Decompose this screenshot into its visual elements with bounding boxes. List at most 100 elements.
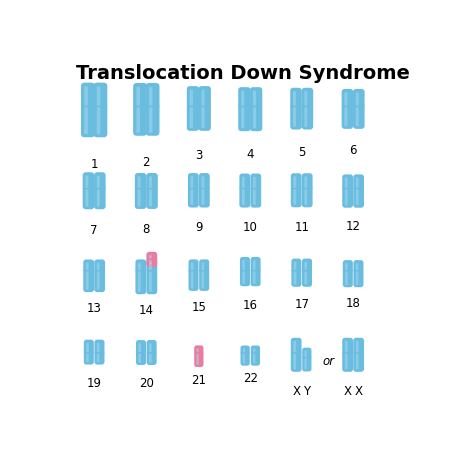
FancyBboxPatch shape (97, 343, 100, 352)
Text: 10: 10 (243, 221, 258, 234)
FancyBboxPatch shape (253, 348, 255, 352)
FancyBboxPatch shape (238, 87, 251, 109)
FancyBboxPatch shape (240, 257, 250, 273)
FancyBboxPatch shape (301, 104, 313, 129)
FancyBboxPatch shape (356, 178, 358, 188)
FancyBboxPatch shape (353, 186, 364, 208)
FancyBboxPatch shape (199, 268, 209, 291)
FancyBboxPatch shape (353, 104, 365, 129)
FancyBboxPatch shape (138, 343, 141, 352)
FancyBboxPatch shape (135, 186, 146, 209)
FancyBboxPatch shape (191, 272, 193, 289)
FancyBboxPatch shape (86, 354, 89, 362)
FancyBboxPatch shape (243, 348, 245, 352)
FancyBboxPatch shape (97, 263, 100, 270)
FancyBboxPatch shape (137, 107, 140, 133)
FancyBboxPatch shape (191, 190, 193, 205)
FancyBboxPatch shape (356, 341, 358, 352)
Text: 3: 3 (195, 149, 202, 162)
FancyBboxPatch shape (199, 259, 209, 273)
FancyBboxPatch shape (293, 91, 296, 106)
FancyBboxPatch shape (240, 346, 250, 355)
FancyBboxPatch shape (241, 91, 244, 106)
FancyBboxPatch shape (188, 186, 199, 208)
FancyBboxPatch shape (345, 272, 348, 285)
FancyBboxPatch shape (302, 173, 313, 191)
Text: or: or (322, 355, 334, 367)
FancyBboxPatch shape (93, 82, 107, 109)
FancyBboxPatch shape (345, 354, 347, 369)
FancyBboxPatch shape (356, 263, 358, 270)
FancyBboxPatch shape (290, 104, 302, 129)
FancyBboxPatch shape (343, 260, 353, 273)
FancyBboxPatch shape (190, 90, 193, 106)
FancyBboxPatch shape (83, 268, 94, 292)
Text: 18: 18 (346, 297, 361, 310)
FancyBboxPatch shape (353, 174, 364, 191)
Text: Y: Y (303, 385, 310, 398)
FancyBboxPatch shape (345, 107, 347, 126)
FancyBboxPatch shape (304, 351, 307, 357)
FancyBboxPatch shape (194, 346, 203, 355)
FancyBboxPatch shape (302, 259, 312, 273)
FancyBboxPatch shape (137, 190, 140, 206)
FancyBboxPatch shape (149, 190, 152, 206)
FancyBboxPatch shape (149, 87, 153, 106)
FancyBboxPatch shape (292, 259, 301, 273)
FancyBboxPatch shape (302, 347, 311, 359)
FancyBboxPatch shape (304, 190, 307, 205)
FancyBboxPatch shape (137, 87, 140, 106)
FancyBboxPatch shape (293, 354, 296, 369)
Text: 16: 16 (243, 299, 258, 312)
FancyBboxPatch shape (253, 272, 255, 284)
FancyBboxPatch shape (342, 350, 353, 372)
FancyBboxPatch shape (343, 268, 353, 287)
FancyBboxPatch shape (191, 176, 193, 188)
FancyBboxPatch shape (94, 268, 105, 292)
FancyBboxPatch shape (187, 104, 199, 131)
FancyBboxPatch shape (138, 354, 141, 363)
FancyBboxPatch shape (149, 255, 152, 258)
Text: 4: 4 (246, 148, 254, 161)
FancyBboxPatch shape (136, 259, 146, 273)
FancyBboxPatch shape (290, 88, 302, 109)
FancyBboxPatch shape (187, 86, 199, 109)
Text: 19: 19 (87, 377, 101, 390)
FancyBboxPatch shape (86, 272, 89, 290)
FancyBboxPatch shape (85, 176, 88, 188)
FancyBboxPatch shape (149, 260, 152, 264)
FancyBboxPatch shape (201, 272, 204, 289)
FancyBboxPatch shape (97, 190, 100, 207)
FancyBboxPatch shape (293, 176, 296, 188)
Text: 9: 9 (195, 221, 202, 235)
FancyBboxPatch shape (93, 103, 107, 137)
FancyBboxPatch shape (146, 83, 159, 109)
FancyBboxPatch shape (345, 92, 347, 106)
FancyBboxPatch shape (242, 177, 245, 188)
FancyBboxPatch shape (250, 173, 261, 191)
FancyBboxPatch shape (196, 354, 199, 365)
FancyBboxPatch shape (342, 338, 353, 355)
FancyBboxPatch shape (97, 86, 100, 106)
Text: 8: 8 (143, 223, 150, 236)
FancyBboxPatch shape (302, 268, 312, 287)
Text: 15: 15 (191, 301, 206, 314)
FancyBboxPatch shape (189, 268, 199, 291)
FancyBboxPatch shape (149, 176, 152, 188)
Text: 2: 2 (143, 156, 150, 169)
FancyBboxPatch shape (342, 186, 353, 208)
FancyBboxPatch shape (201, 190, 204, 205)
FancyBboxPatch shape (291, 350, 301, 372)
Text: 22: 22 (243, 372, 258, 385)
FancyBboxPatch shape (345, 178, 347, 188)
FancyBboxPatch shape (238, 104, 251, 131)
FancyBboxPatch shape (293, 107, 296, 127)
FancyBboxPatch shape (293, 190, 296, 205)
Text: X: X (355, 385, 363, 398)
FancyBboxPatch shape (294, 262, 296, 270)
Text: X: X (344, 385, 352, 398)
FancyBboxPatch shape (301, 88, 313, 109)
FancyBboxPatch shape (342, 174, 353, 191)
FancyBboxPatch shape (146, 350, 156, 365)
FancyBboxPatch shape (345, 263, 348, 270)
